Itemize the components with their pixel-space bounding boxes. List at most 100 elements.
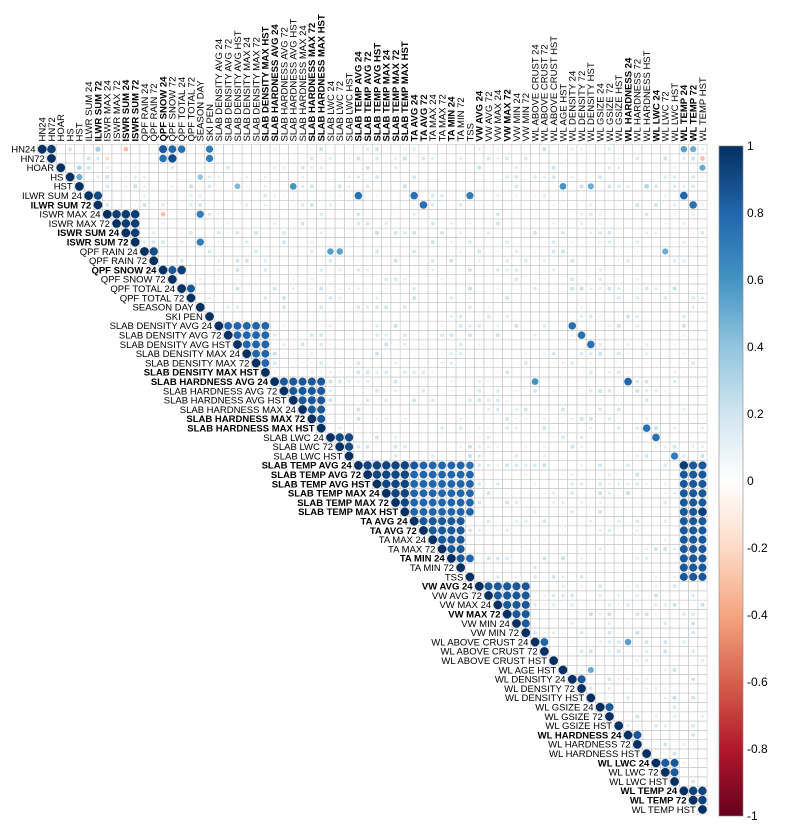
corr-hn24-ski-pen (205, 145, 214, 153)
corr-qpf-total-24-wl-hardness-24 (627, 287, 629, 290)
corr-slab-temp-max-24-wl-above-crust-72 (543, 491, 546, 495)
corr-wl-above-crust-hst-wl-age-hst (562, 659, 564, 662)
corr-wl-above-crust-hst-wl-lwc-hst (673, 659, 676, 662)
grid-cell (678, 683, 689, 694)
corr-qpf-rain-72-wl-gsize-hst (617, 259, 620, 262)
corr-vw-avg-24-wl-age-hst (561, 584, 565, 588)
grid-cell (557, 283, 568, 294)
grid-cell (260, 274, 271, 285)
corr-iswr-sum-24-wl-above-crust-24 (533, 230, 538, 235)
corr-hs-wl-above-crust-hst (551, 175, 556, 180)
grid-cell (344, 209, 354, 220)
grid-cell (297, 283, 308, 294)
corr-qpf-snow-24-slab-density-max-24 (245, 268, 248, 272)
corr-iswr-sum-24-slab-hardness-max-72 (310, 231, 313, 234)
corr-slab-temp-avg-hst-slab-temp-max-24 (382, 479, 391, 489)
col-label-ilwr-sum-72: ILWR SUM 72 (93, 81, 104, 142)
corr-ta-avg-24-ta-max-72 (438, 517, 447, 526)
grid-cell (669, 674, 680, 685)
grid-cell (576, 255, 587, 266)
corr-slab-temp-avg-24-wl-temp-hst (698, 461, 707, 470)
corr-slab-lwc-hst-tss (467, 453, 473, 459)
grid-cell (548, 544, 559, 555)
corr-slab-density-avg-72-slab-hardness-max-72 (309, 333, 314, 338)
grid-cell (678, 413, 689, 424)
grid-cell (669, 534, 680, 545)
grid-cell (548, 255, 559, 266)
corr-ilwr-sum-24-qpf-total-72 (189, 194, 193, 198)
grid-cell (613, 172, 624, 182)
corr-slab-density-avg-72-slab-temp-max-24 (384, 333, 388, 337)
grid-cell (511, 432, 522, 443)
grid-cell (520, 144, 531, 155)
corr-slab-lwc-72-wl-above-crust-72 (542, 445, 546, 449)
corr-slab-density-max-hst-vw-max-24 (496, 371, 500, 374)
grid-cell (390, 404, 401, 415)
corr-slab-hardness-avg-72-vw-max-24 (496, 389, 500, 393)
grid-cell (483, 358, 494, 368)
grid-cell (585, 469, 596, 480)
corr-ta-avg-72-ta-max-24 (428, 526, 437, 535)
corr-vw-max-24-wl-gsize-72 (607, 603, 612, 607)
grid-cell (437, 413, 447, 424)
row-label-wl-temp-24: WL TEMP 24 (621, 786, 678, 797)
corr-slab-hardness-avg-72-wl-gsize-24 (598, 388, 603, 393)
corr-season-day-vw-avg-24 (478, 306, 481, 309)
grid-cell (390, 413, 401, 424)
corr-slab-hardness-max-24-wl-density-24 (571, 408, 574, 411)
grid-cell (632, 144, 643, 155)
grid-cell (381, 376, 392, 387)
grid-cell (158, 227, 168, 238)
corr-qpf-total-24-slab-lwc-hst (347, 287, 351, 291)
corr-qpf-rain-24-wl-gsize-24 (598, 250, 602, 253)
corr-slab-temp-avg-24-ta-avg-72 (419, 461, 428, 470)
corr-wl-age-hst-wl-temp-72 (692, 669, 694, 671)
corr-ilwr-sum-24-qpf-snow-72 (171, 194, 174, 197)
corr-hst-wl-above-crust-hst (552, 185, 555, 188)
grid-cell (688, 218, 699, 229)
grid-cell (623, 506, 634, 517)
corr-hn72-hn72 (47, 154, 56, 163)
grid-cell (641, 330, 652, 341)
grid-cell (632, 339, 643, 350)
corr-wl-density-72-wl-lwc-72 (663, 687, 667, 690)
corr-slab-lwc-72-ta-min-72 (459, 445, 463, 449)
corr-slab-hardness-avg-72-wl-above-crust-24 (533, 389, 537, 393)
grid-cell (623, 590, 634, 601)
corr-wl-hardness-24-wl-hardness-24 (623, 730, 633, 740)
corr-slab-density-avg-24-slab-density-avg-24 (214, 321, 224, 331)
grid-cell (176, 274, 187, 285)
corr-slab-temp-avg-24-slab-temp-max-24 (382, 461, 391, 470)
grid-cell (399, 358, 410, 368)
corr-slab-temp-max-hst-wl-temp-hst (698, 507, 707, 517)
grid-cell (418, 227, 429, 238)
grid-cell (548, 516, 559, 527)
corr-ta-avg-24-ta-avg-24 (409, 516, 419, 526)
grid-cell (623, 274, 634, 285)
corr-slab-temp-max-24-ta-max-24 (428, 489, 437, 498)
corr-qpf-total-24-wl-gsize-hst (617, 286, 621, 291)
col-label-vw-max-72: VW MAX 72 (502, 89, 513, 141)
corr-iswr-sum-24-vw-min-24 (515, 231, 518, 234)
corr-iswr-max-72-ta-avg-24 (413, 222, 416, 225)
grid-cell (585, 618, 596, 629)
corr-vw-max-24-vw-max-24 (493, 600, 503, 610)
grid-cell (195, 283, 206, 294)
grid-cell (474, 358, 485, 368)
row-label-ta-min-24: TA MIN 24 (400, 554, 446, 565)
grid-cell (390, 209, 401, 220)
corr-slab-hardness-avg-hst-ta-min-24 (450, 399, 453, 402)
grid-cell (399, 292, 410, 303)
corr-hs-ta-avg-24 (412, 175, 417, 179)
corr-hs-slab-hardness-max-24 (300, 175, 305, 179)
corr-hn24-slab-density-max-hst (264, 148, 267, 151)
col-label-wl-density-hst: WL DENSITY HST (586, 62, 597, 141)
grid-cell (474, 181, 485, 192)
grid-cell (381, 451, 392, 461)
grid-cell (623, 571, 634, 582)
corr-qpf-rain-72-tss (469, 259, 471, 262)
corr-slab-density-avg-24-wl-gsize-24 (599, 324, 602, 327)
corr-slab-density-max-24-wl-density-72 (579, 352, 584, 356)
corr-iswr-max-24-slab-density-avg-72 (227, 213, 229, 216)
